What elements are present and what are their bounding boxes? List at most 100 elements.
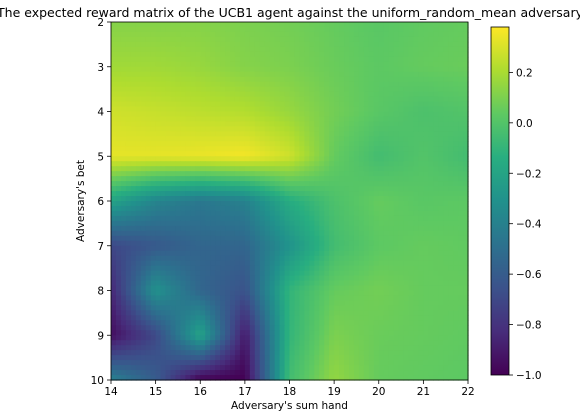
heatmap-cell [111,52,117,58]
heatmap-cell [126,241,132,247]
heatmap-cell [131,22,137,28]
heatmap-cell [131,87,137,93]
heatmap-cell [349,102,355,108]
heatmap-cell [255,37,261,43]
heatmap-cell [205,67,211,73]
heatmap-cell [190,136,196,142]
heatmap-cell [339,261,345,267]
heatmap-cell [185,32,191,38]
heatmap-cell [185,355,191,361]
heatmap-cell [428,191,434,197]
heatmap-cell [175,360,181,366]
heatmap-cell [116,365,122,371]
heatmap-cell [245,181,251,187]
heatmap-cell [384,102,390,108]
heatmap-cell [433,330,439,336]
heatmap-cell [250,206,256,212]
heatmap-cell [121,42,127,48]
heatmap-cell [151,27,157,33]
heatmap-cell [116,295,122,301]
heatmap-cell [399,350,405,356]
heatmap-cell [319,221,325,227]
heatmap-cell [304,295,310,301]
heatmap-cell [433,176,439,182]
heatmap-cell [433,112,439,118]
heatmap-cell [121,22,127,28]
heatmap-cell [121,171,127,177]
heatmap-cell [329,97,335,103]
heatmap-cell [418,360,424,366]
heatmap-cell [151,131,157,137]
heatmap-cell [280,116,286,122]
heatmap-cell [255,181,261,187]
heatmap-cell [200,121,206,127]
heatmap-cell [324,335,330,341]
heatmap-cell [384,37,390,43]
heatmap-cell [131,112,137,118]
heatmap-cell [364,141,370,147]
heatmap-cell [255,32,261,38]
heatmap-cell [280,136,286,142]
heatmap-cell [235,136,241,142]
heatmap-cell [225,47,231,53]
heatmap-cell [245,365,251,371]
heatmap-cell [136,201,142,207]
heatmap-cell [344,166,350,172]
heatmap-cell [418,231,424,237]
heatmap-cell [369,47,375,53]
heatmap-cell [275,136,281,142]
heatmap-cell [240,151,246,157]
heatmap-cell [166,281,172,287]
heatmap-cell [413,305,419,311]
heatmap-cell [309,300,315,306]
heatmap-cell [344,281,350,287]
heatmap-cell [413,126,419,132]
heatmap-cell [314,27,320,33]
heatmap-cell [235,286,241,292]
heatmap-cell [280,345,286,351]
heatmap-cell [230,191,236,197]
heatmap-cell [384,32,390,38]
heatmap-cell [126,251,132,257]
heatmap-cell [265,107,271,113]
heatmap-cell [245,246,251,252]
heatmap-cell [294,226,300,232]
heatmap-cell [185,121,191,127]
heatmap-cell [443,350,449,356]
heatmap-cell [195,251,201,257]
heatmap-cell [394,360,400,366]
heatmap-cell [171,52,177,58]
heatmap-cell [294,32,300,38]
heatmap-cell [230,72,236,78]
heatmap-cell [141,196,147,202]
heatmap-cell [443,176,449,182]
heatmap-cell [240,27,246,33]
heatmap-cell [275,156,281,162]
heatmap-cell [384,126,390,132]
heatmap-cell [294,216,300,222]
heatmap-cell [225,141,231,147]
heatmap-cell [121,196,127,202]
heatmap-cell [418,176,424,182]
heatmap-cell [294,77,300,83]
heatmap-cell [146,121,152,127]
heatmap-cell [329,221,335,227]
heatmap-cell [195,126,201,132]
heatmap-cell [384,196,390,202]
heatmap-cell [166,241,172,247]
heatmap-cell [314,281,320,287]
heatmap-cell [175,107,181,113]
heatmap-cell [374,116,380,122]
heatmap-cell [265,42,271,48]
heatmap-cell [359,57,365,63]
heatmap-cell [255,107,261,113]
heatmap-cell [250,62,256,68]
heatmap-cell [245,355,251,361]
heatmap-cell [116,256,122,262]
heatmap-cell [334,97,340,103]
heatmap-cell [205,345,211,351]
heatmap-cell [409,330,415,336]
heatmap-cell [225,176,231,182]
heatmap-cell [235,305,241,311]
heatmap-cell [146,102,152,108]
